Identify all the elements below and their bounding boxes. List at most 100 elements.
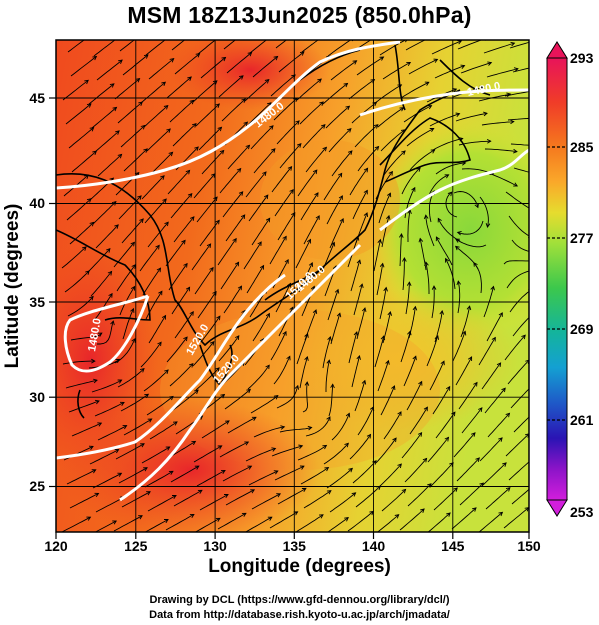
streamline [377, 360, 389, 392]
streamline [117, 101, 143, 124]
streamline-arrow [536, 251, 540, 255]
streamline [222, 465, 252, 482]
streamline [250, 395, 279, 414]
streamline-arrow [147, 418, 153, 423]
streamline-arrow [513, 148, 518, 154]
streamline-arrow [533, 410, 537, 414]
streamline-arrow [399, 233, 404, 238]
streamline-arrow [475, 457, 480, 463]
streamline [96, 59, 123, 81]
streamline [69, 493, 99, 509]
streamline-arrow [379, 262, 385, 268]
streamline [327, 289, 339, 321]
streamline-arrow [160, 175, 165, 180]
streamline [253, 148, 276, 174]
streamline-arrow [510, 41, 516, 47]
streamline-arrow [524, 433, 529, 438]
streamline-arrow [445, 385, 451, 391]
streamline [249, 40, 268, 54]
streamline [512, 317, 529, 337]
streamline [217, 238, 237, 266]
streamline-arrow [431, 285, 437, 290]
streamline [218, 335, 240, 362]
streamline-arrow [490, 285, 495, 291]
streamline-arrow [301, 487, 307, 493]
x-tick-label: 135 [283, 538, 307, 554]
streamline-arrow [240, 214, 246, 220]
streamline [248, 470, 278, 486]
streamline [399, 233, 402, 267]
streamline [275, 40, 287, 49]
streamline-arrow [110, 320, 115, 326]
streamline-arrow [289, 188, 294, 194]
streamline [169, 100, 194, 123]
streamline-arrow [276, 493, 282, 498]
streamline [169, 363, 194, 387]
colorbar-label: 253 [570, 504, 594, 520]
streamline-arrow [191, 123, 197, 128]
streamline [380, 129, 406, 152]
streamline [170, 193, 193, 219]
streamline-arrow [429, 128, 435, 133]
streamline-arrow [359, 283, 364, 289]
streamline [456, 457, 480, 482]
streamline-arrow [387, 310, 393, 316]
streamline [460, 306, 471, 338]
streamline-arrow [265, 364, 270, 370]
streamline [92, 472, 122, 489]
streamline [351, 355, 360, 388]
streamline [271, 166, 292, 193]
streamline [322, 83, 348, 105]
streamline-arrow [306, 238, 312, 244]
streamline [116, 264, 136, 292]
streamline [445, 191, 458, 218]
streamline [297, 445, 327, 461]
streamline [64, 270, 90, 293]
streamline [379, 40, 407, 56]
streamline-arrow [496, 362, 502, 367]
streamline [331, 150, 353, 177]
streamline-arrow [471, 432, 476, 437]
streamline-arrow [162, 198, 167, 204]
streamline [224, 389, 251, 410]
streamline [383, 411, 402, 440]
streamline-arrow [250, 489, 256, 494]
streamline-arrow [455, 238, 460, 243]
streamline-arrow [236, 167, 242, 173]
streamline [426, 335, 439, 367]
streamline-arrow [141, 31, 145, 35]
streamline-arrow [418, 237, 424, 243]
streamline [511, 488, 529, 505]
streamline-arrow [392, 437, 397, 443]
streamline-arrow [131, 337, 136, 343]
streamline [503, 260, 529, 265]
streamline-arrow [215, 517, 221, 522]
streamline [330, 60, 357, 81]
streamline [354, 380, 366, 412]
streamline [401, 432, 422, 459]
streamline-arrow [361, 379, 367, 385]
streamline-arrow [539, 144, 543, 148]
streamline-arrow [190, 216, 195, 221]
streamline [353, 283, 363, 316]
map-grid [56, 40, 529, 532]
streamline-arrow [117, 379, 123, 384]
streamline [352, 460, 377, 484]
colorbar-bottom-arrow [546, 499, 568, 517]
streamline-arrow [540, 63, 544, 67]
streamline [252, 56, 278, 78]
streamline [196, 470, 226, 487]
streamline [118, 467, 148, 484]
streamline-arrow [183, 336, 188, 342]
streamline [171, 40, 186, 51]
streamline-arrow [385, 359, 390, 365]
streamline [509, 290, 529, 313]
streamline [347, 511, 374, 532]
streamline-arrow [304, 332, 309, 338]
streamline-arrow [166, 128, 171, 133]
streamline [429, 113, 460, 127]
streamline [219, 441, 249, 458]
streamline [457, 281, 461, 314]
streamline-arrow [286, 282, 292, 288]
streamline-arrow [144, 393, 150, 399]
